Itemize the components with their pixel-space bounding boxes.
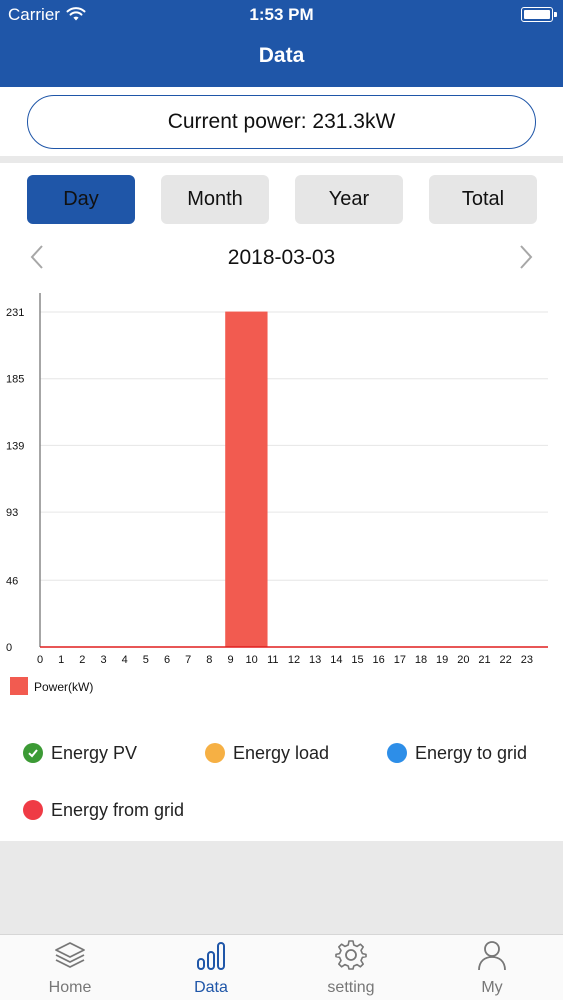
tabbar-label: Home xyxy=(48,979,92,996)
x-tick-label: 19 xyxy=(436,654,448,666)
legend-label: Energy from grid xyxy=(51,799,185,820)
legend-swatch xyxy=(10,677,28,695)
chart-bar xyxy=(225,311,268,647)
tab-year[interactable]: Year xyxy=(295,175,403,224)
x-tick-label: 14 xyxy=(330,654,342,666)
date-label: 2018-03-03 xyxy=(227,246,336,269)
person-icon xyxy=(478,941,506,971)
y-tick-label: 139 xyxy=(6,440,24,452)
tabbar-home[interactable]: Home xyxy=(0,935,140,1000)
current-power-label: Current power: 231.3kW xyxy=(167,110,396,133)
x-tick-label: 5 xyxy=(143,654,149,666)
status-bar: Carrier 1:53 PM xyxy=(0,0,563,30)
y-tick-label: 46 xyxy=(6,575,18,587)
legend-energy-load[interactable]: Energy load xyxy=(205,738,329,768)
x-tick-label: 2 xyxy=(79,654,85,666)
legend-label: Energy load xyxy=(233,742,330,763)
tabbar-label: My xyxy=(481,979,503,996)
legend-label: Power(kW) xyxy=(34,680,93,694)
tab-day[interactable]: Day xyxy=(27,175,135,224)
page-title: Data xyxy=(258,44,305,67)
legend-label: Energy PV xyxy=(51,742,138,763)
app-header: Carrier 1:53 PM Data xyxy=(0,0,563,87)
x-tick-label: 12 xyxy=(288,654,300,666)
gear-icon xyxy=(335,940,367,970)
legend-energy-pv[interactable]: Energy PV xyxy=(23,738,137,768)
x-tick-label: 1 xyxy=(58,654,64,666)
x-tick-label: 15 xyxy=(351,654,363,666)
x-tick-label: 11 xyxy=(267,654,278,666)
circle-icon xyxy=(205,743,225,763)
legend-label: Energy to grid xyxy=(415,742,528,763)
x-tick-label: 22 xyxy=(500,654,512,666)
circle-icon xyxy=(23,800,43,820)
tabbar-my[interactable]: My xyxy=(422,935,562,1000)
x-tick-label: 9 xyxy=(227,654,233,666)
x-tick-label: 8 xyxy=(206,654,212,666)
legend-energy-to-grid[interactable]: Energy to grid xyxy=(387,738,527,768)
section-divider xyxy=(0,156,563,163)
battery-icon xyxy=(521,7,557,22)
carrier-label: Carrier xyxy=(8,5,60,24)
x-tick-label: 10 xyxy=(246,654,258,666)
date-navigator: 2018-03-03 xyxy=(0,238,563,278)
tabbar-label: setting xyxy=(327,979,375,996)
tab-total[interactable]: Total xyxy=(429,175,537,224)
y-tick-label: 0 xyxy=(6,642,12,654)
x-tick-label: 16 xyxy=(373,654,385,666)
tabbar-setting[interactable]: setting xyxy=(281,935,421,1000)
x-tick-label: 21 xyxy=(478,654,490,666)
x-tick-label: 13 xyxy=(309,654,321,666)
x-tick-label: 20 xyxy=(457,654,469,666)
chevron-left-icon[interactable] xyxy=(28,244,46,270)
status-time: 1:53 PM xyxy=(249,5,314,24)
bottom-spacer xyxy=(0,841,563,934)
x-tick-label: 6 xyxy=(164,654,170,666)
x-tick-label: 17 xyxy=(394,654,406,666)
wifi-icon xyxy=(66,7,86,21)
x-tick-label: 3 xyxy=(100,654,106,666)
x-tick-label: 4 xyxy=(122,654,128,666)
bar-chart-icon xyxy=(197,942,225,970)
circle-icon xyxy=(387,743,407,763)
y-tick-label: 93 xyxy=(6,507,18,519)
check-circle-icon xyxy=(23,743,43,763)
tab-month[interactable]: Month xyxy=(161,175,269,224)
x-tick-label: 0 xyxy=(37,654,43,666)
legend-energy-from-grid[interactable]: Energy from grid xyxy=(23,795,184,825)
tabbar-label: Data xyxy=(194,979,228,996)
layers-icon xyxy=(55,942,85,968)
current-power-display: Current power: 231.3kW xyxy=(27,95,536,149)
tab-bar: Home Data setting My xyxy=(0,934,563,1000)
tabbar-data[interactable]: Data xyxy=(141,935,281,1000)
chevron-right-icon[interactable] xyxy=(517,244,535,270)
x-tick-label: 7 xyxy=(185,654,191,666)
x-tick-label: 23 xyxy=(521,654,533,666)
y-tick-label: 231 xyxy=(6,307,24,319)
x-tick-label: 18 xyxy=(415,654,427,666)
y-tick-label: 185 xyxy=(6,374,24,386)
